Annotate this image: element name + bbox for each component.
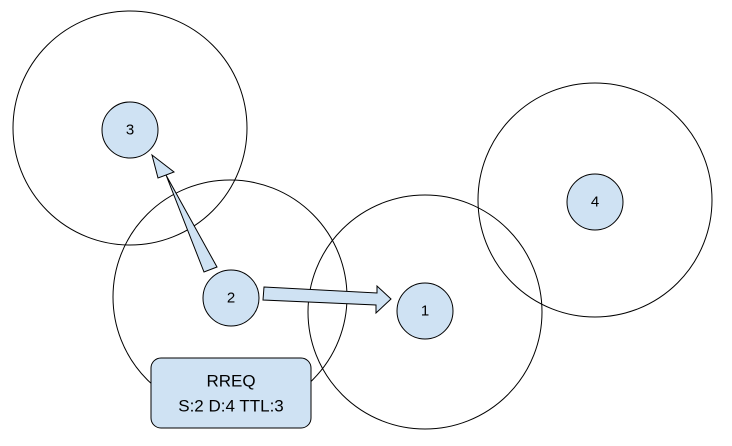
node-2[interactable]: 2 [202,269,260,327]
nodes: 3 2 1 4 [101,101,624,340]
rreq-packet-box: RREQ S:2 D:4 TTL:3 [150,357,312,429]
node-4-circle [566,173,624,231]
range-circle-node-1 [307,194,543,430]
node-2-circle [202,269,260,327]
node-4[interactable]: 4 [566,173,624,231]
node-1-circle [396,282,454,340]
node-1[interactable]: 1 [396,282,454,340]
arrow-2-to-3 [151,153,218,273]
arrow-2-to-1 [262,284,392,315]
rreq-packet-type: RREQ [206,372,255,391]
rreq-packet-fields: S:2 D:4 TTL:3 [178,397,284,416]
node-3-circle [101,101,159,159]
range-circle-node-3 [12,10,248,246]
node-1-label: 1 [421,303,429,320]
node-3-label: 3 [126,122,134,139]
rreq-packet-box-bg [150,357,312,429]
range-circle-node-4 [477,82,713,318]
node-2-label: 2 [227,290,235,307]
node-3[interactable]: 3 [101,101,159,159]
arrows [151,153,392,315]
node-4-label: 4 [591,194,599,211]
